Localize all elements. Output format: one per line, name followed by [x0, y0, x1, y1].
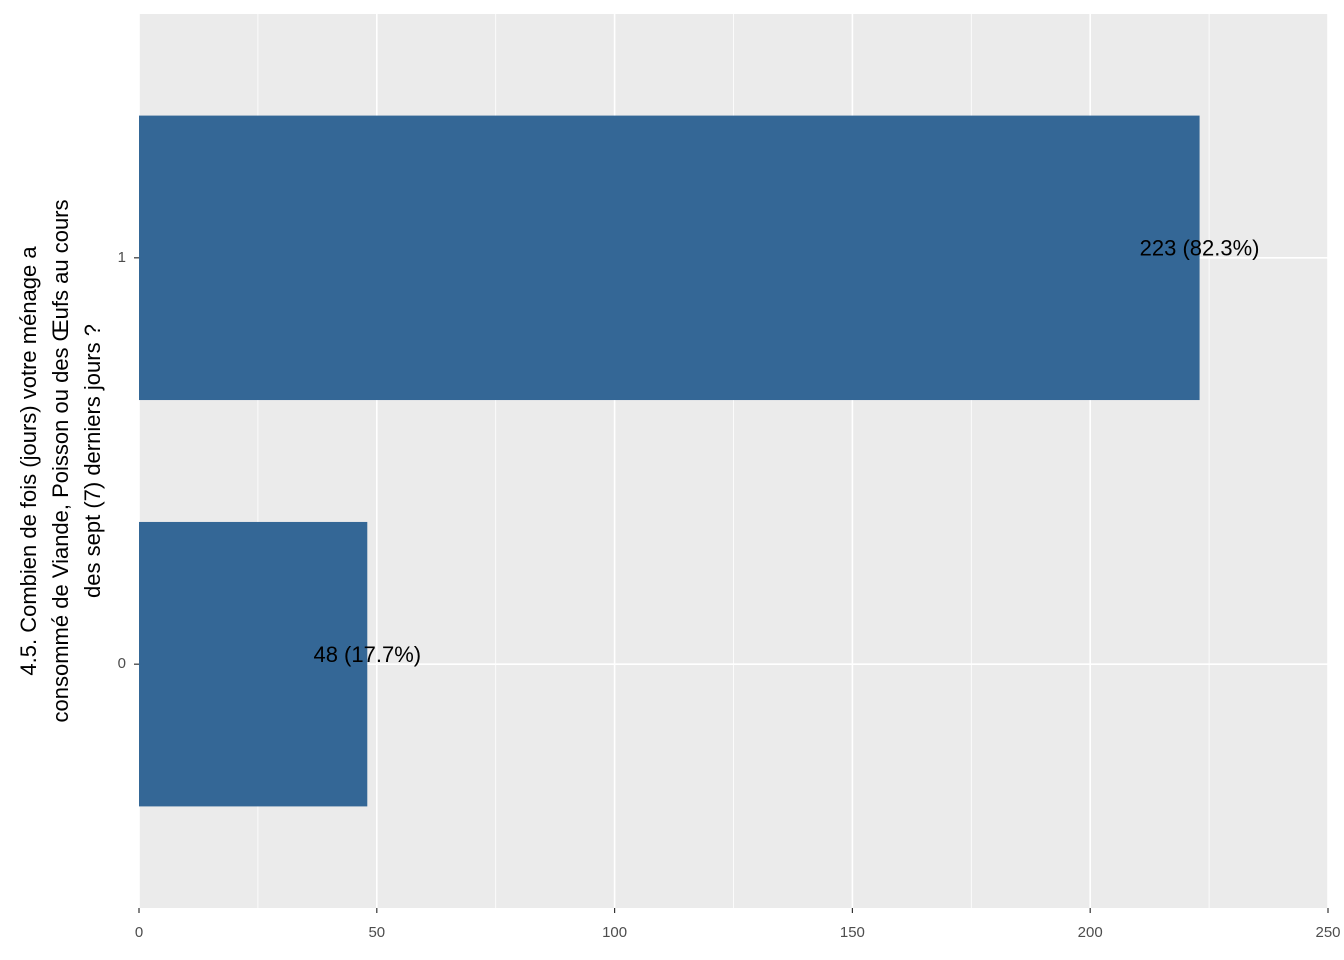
- y-axis-title-line: 4.5. Combien de fois (jours) votre ménag…: [16, 246, 41, 676]
- y-axis-title-line: des sept (7) derniers jours ?: [80, 324, 105, 598]
- bar: [139, 115, 1200, 401]
- y-tick-label: 1: [118, 249, 126, 266]
- y-axis-title: 4.5. Combien de fois (jours) votre ménag…: [16, 199, 105, 722]
- x-tick-label: 150: [840, 924, 865, 941]
- bar: [139, 521, 368, 807]
- x-tick-label: 0: [135, 924, 143, 941]
- x-tick-label: 200: [1078, 924, 1103, 941]
- x-tick-label: 250: [1315, 924, 1340, 941]
- y-tick-label: 0: [118, 655, 126, 672]
- value-label: 48 (17.7%): [313, 642, 421, 667]
- value-label: 223 (82.3%): [1140, 236, 1260, 261]
- y-axis-title-line: consommé de Viande, Poisson ou des Œufs …: [48, 199, 73, 722]
- x-tick-label: 100: [602, 924, 627, 941]
- x-tick-label: 50: [368, 924, 385, 941]
